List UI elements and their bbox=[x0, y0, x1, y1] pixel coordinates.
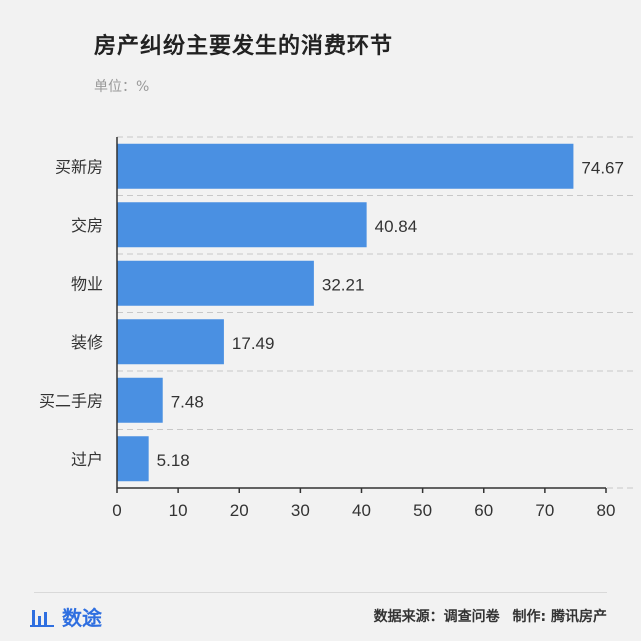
x-tick-label: 20 bbox=[230, 501, 249, 520]
bar bbox=[117, 319, 224, 365]
category-label: 交房 bbox=[71, 216, 103, 235]
x-tick-label: 80 bbox=[597, 501, 616, 520]
x-tick-label: 10 bbox=[169, 501, 188, 520]
bars bbox=[117, 143, 574, 482]
chart-title: 房产纠纷主要发生的消费环节 bbox=[94, 34, 394, 59]
category-label: 买二手房 bbox=[39, 391, 103, 410]
x-tick-label: 70 bbox=[535, 501, 554, 520]
x-tick-label: 30 bbox=[291, 501, 310, 520]
value-label: 74.67 bbox=[581, 158, 624, 177]
axes: 0 10 20 30 40 50 60 70 80 bbox=[112, 137, 615, 520]
category-label: 装修 bbox=[71, 333, 103, 352]
category-label: 物业 bbox=[71, 274, 103, 293]
bar bbox=[117, 377, 163, 423]
bar bbox=[117, 143, 574, 189]
x-tick-label: 60 bbox=[474, 501, 493, 520]
footer-credit: 数据来源：调查问卷 制作: 腾讯房产 bbox=[366, 606, 607, 626]
brand-logo: 数途 bbox=[30, 602, 102, 631]
grid-lines bbox=[117, 136, 636, 489]
category-label: 过户 bbox=[71, 450, 103, 469]
footer-divider bbox=[34, 592, 607, 593]
labels: 买新房 74.67 交房 40.84 物业 32.21 装修 17.49 买二手房 7.48 过户 5… bbox=[39, 157, 624, 470]
value-label: 40.84 bbox=[375, 217, 418, 236]
x-tick-label: 40 bbox=[352, 501, 371, 520]
bar bbox=[117, 202, 367, 248]
value-label: 32.21 bbox=[322, 275, 365, 294]
chart-maker: 制作: 腾讯房产 bbox=[512, 609, 607, 625]
x-tick-label: 50 bbox=[413, 501, 432, 520]
brand-name: 数途 bbox=[62, 606, 102, 630]
chart-unit-label: 单位：% bbox=[94, 79, 150, 95]
value-label: 7.48 bbox=[171, 392, 204, 411]
bar bbox=[117, 260, 314, 306]
value-label: 5.18 bbox=[157, 451, 190, 470]
bar bbox=[117, 436, 149, 482]
data-source: 数据来源：调查问卷 bbox=[373, 609, 500, 625]
bar-chart-icon bbox=[30, 609, 54, 627]
value-label: 17.49 bbox=[232, 334, 275, 353]
category-label: 买新房 bbox=[55, 157, 103, 176]
x-tick-label: 0 bbox=[112, 501, 121, 520]
